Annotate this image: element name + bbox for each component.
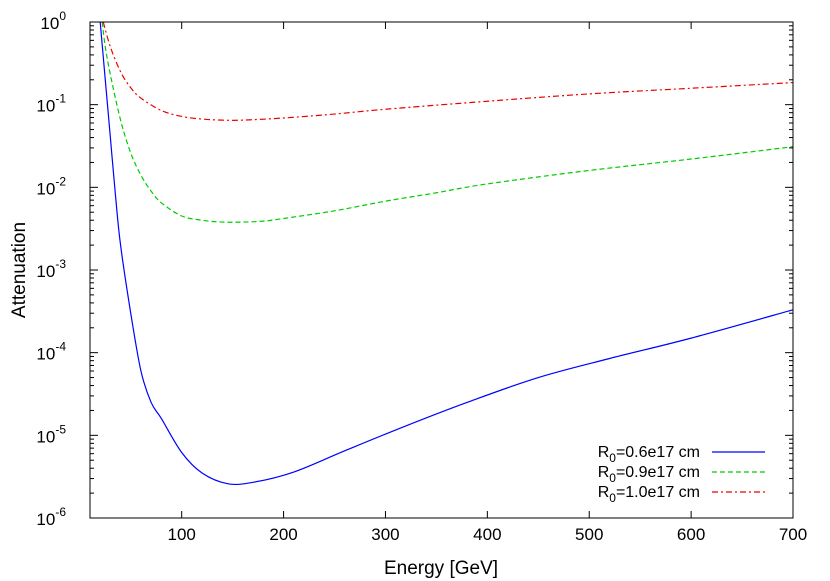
y-tick-exponent: -2 <box>55 174 66 188</box>
y-tick-exponent: -1 <box>55 92 66 106</box>
y-tick-label: 100 <box>40 9 66 33</box>
y-tick-label: 10-6 <box>36 505 66 529</box>
y-tick-label: 10-3 <box>36 257 66 281</box>
legend-label-value: =0.6e17 cm <box>616 444 700 461</box>
y-tick-label: 10-1 <box>36 92 66 116</box>
y-axis-title: Attenuation <box>9 222 30 318</box>
x-tick-label: 200 <box>269 525 297 544</box>
legend-label-2: R0=0.9e17 cm <box>598 464 700 485</box>
x-tick-label: 500 <box>575 525 603 544</box>
legend-label-3: R0=1.0e17 cm <box>598 484 700 505</box>
y-tick-base: 10 <box>36 427 55 446</box>
plot-frame <box>89 21 794 519</box>
series-layer <box>99 22 793 486</box>
y-tick-exponent: -4 <box>55 340 66 354</box>
y-tick-base: 10 <box>36 345 55 364</box>
x-tick-label: 700 <box>779 525 807 544</box>
legend-label-subscript: 0 <box>609 451 616 465</box>
series-line-3 <box>102 22 793 121</box>
y-tick-base: 10 <box>36 97 55 116</box>
ticks-layer: 100 200 300 400 500 600 70010-610-510-410-310-… <box>36 9 807 544</box>
legend-label-subscript: 0 <box>609 491 616 505</box>
y-tick-base: 10 <box>36 510 55 529</box>
legend-label-r: R <box>598 444 610 461</box>
y-tick-base: 10 <box>36 179 55 198</box>
y-tick-exponent: 0 <box>59 9 66 23</box>
legend-label-value: =0.9e17 cm <box>616 464 700 481</box>
x-tick-label: 300 <box>371 525 399 544</box>
y-tick-label: 10-5 <box>36 422 66 446</box>
legend-label-r: R <box>598 464 610 481</box>
y-tick-label: 10-2 <box>36 174 66 198</box>
legend-label-1: R0=0.6e17 cm <box>598 444 700 465</box>
y-tick-exponent: -5 <box>55 422 66 436</box>
legend-label-r: R <box>598 484 610 501</box>
x-tick-label: 600 <box>677 525 705 544</box>
y-tick-base: 10 <box>36 262 55 281</box>
legend-label-subscript: 0 <box>609 471 616 485</box>
y-tick-exponent: -3 <box>55 257 66 271</box>
x-tick-label: 100 <box>168 525 196 544</box>
x-tick-label: 400 <box>473 525 501 544</box>
series-line-2 <box>101 22 793 223</box>
x-axis-title: Energy [GeV] <box>384 558 498 579</box>
y-tick-base: 10 <box>40 14 59 33</box>
legend-label-value: =1.0e17 cm <box>616 484 700 501</box>
y-tick-exponent: -6 <box>55 505 66 519</box>
series-line-1 <box>99 22 793 486</box>
y-tick-label: 10-4 <box>36 340 66 364</box>
